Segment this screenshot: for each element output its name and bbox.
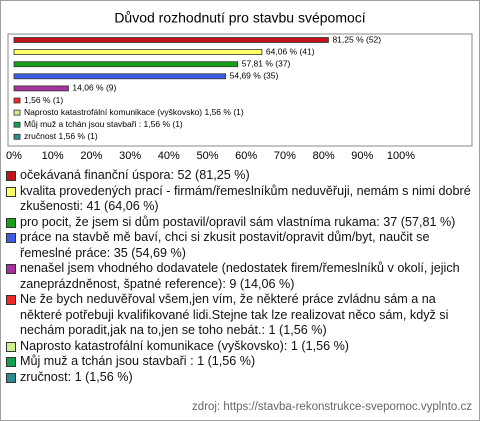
legend-label: kvalita provedených prací - firmám/řemes… [20,183,471,214]
legend-label: nenašel jsem vhodného dodavatele (nedost… [20,261,460,291]
bar [13,109,21,116]
value-label: 57,81 % (37) [242,58,291,68]
x-tick-label: 60% [235,150,257,162]
value-label: 81,25 % (52) [332,34,381,44]
bar [13,37,329,43]
x-tick-label: 20% [80,150,102,162]
legend-swatch [6,341,16,352]
x-tick-label: 30% [119,150,141,162]
chart: Důvod rozhodnutí pro stavbu svépomocí 0%… [6,10,473,162]
legend-item: pro pocit, že jsem si dům postavil/oprav… [6,215,472,231]
legend-label: Naprosto katastrofální komunikace (vyško… [20,338,349,353]
bar [13,61,239,68]
legend-swatch [6,295,16,305]
x-tick-label: 40% [158,150,180,162]
bar [13,49,263,55]
legend-swatch [6,171,16,181]
bar [13,121,21,128]
value-label: 54,69 % (35) [230,71,279,81]
value-label: 64,06 % (41) [266,46,315,56]
legend-label: očekávaná finanční úspora: 52 (81,25 %) [20,168,250,182]
legend-label: zručnost: 1 (1,56 %) [20,369,133,384]
source: zdroj: https://stavba-rekonstrukce-svepo… [192,401,472,413]
x-tick-label: 50% [196,150,218,162]
value-label: zručnost 1,56 % (1) [24,131,98,141]
legend-item: Ne že bych neduvěřoval všem,jen vím, že … [6,292,472,339]
x-tick-label: 80% [313,150,335,162]
legend-swatch [6,186,16,197]
legend-item: kvalita provedených prací - firmám/řemes… [6,184,472,215]
legend-swatch [6,357,16,367]
bar [13,133,21,140]
x-tick-label: 10% [42,150,64,162]
legend-item: očekávaná finanční úspora: 52 (81,25 %) [6,168,472,184]
value-label: 1,56 % (1) [24,95,63,105]
legend-item: nenašel jsem vhodného dodavatele (nedost… [6,261,472,292]
value-label: Můj muž a tchán jsou stavbaři : 1,56 % (… [24,119,183,129]
x-tick-label: 0% [6,150,22,162]
legend: očekávaná finanční úspora: 52 (81,25 %) k… [6,168,472,385]
legend-label: práce na stavbě mě baví, chci si zkusit … [20,230,430,260]
x-tick-label: 100% [387,150,415,162]
x-tick-label: 70% [274,150,296,162]
legend-item: Naprosto katastrofální komunikace (vyško… [6,339,472,355]
legend-swatch [6,264,16,274]
value-label: Naprosto katastrofální komunikace (vyško… [24,107,244,117]
chart-title: Důvod rozhodnutí pro stavbu svépomocí [114,10,365,26]
legend-swatch [6,372,16,383]
legend-swatch [6,233,16,243]
legend-swatch [6,217,16,228]
value-label: 14,06 % (9) [72,83,116,93]
legend-item: práce na stavbě mě baví, chci si zkusit … [6,230,472,261]
legend-item: zručnost: 1 (1,56 %) [6,370,472,386]
legend-label: Ne že bych neduvěřoval všem,jen vím, že … [20,292,449,337]
bar [13,85,69,92]
legend-label: Můj muž a tchán jsou stavbaři : 1 (1,56 … [20,354,256,368]
legend-item: Můj muž a tchán jsou stavbaři : 1 (1,56 … [6,354,472,370]
bar [13,73,227,80]
x-tick-label: 90% [351,150,373,162]
legend-label: pro pocit, že jsem si dům postavil/oprav… [20,214,456,229]
bar [13,97,21,104]
